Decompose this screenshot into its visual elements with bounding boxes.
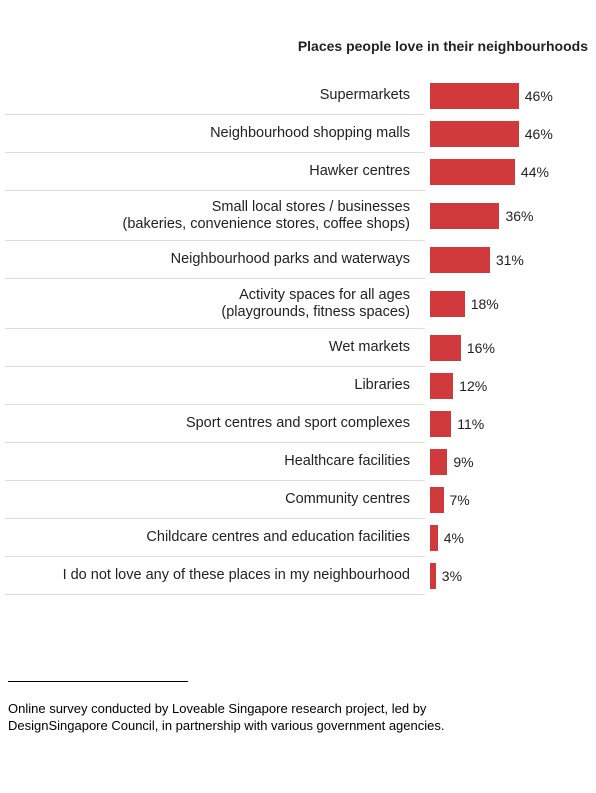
bar [430,247,490,273]
bar [430,487,444,513]
bar [430,203,500,229]
bar-row: Activity spaces for all ages (playground… [5,279,590,329]
bar-cell: 18% [425,279,590,329]
bar-rows: Supermarkets 46% Neighbourhood shopping ma… [5,77,590,595]
bar [430,411,452,437]
bar-row: Healthcare facilities 9% [5,443,590,481]
value-label: 12% [459,378,488,394]
bar-cell: 44% [425,153,590,191]
value-label: 9% [453,454,474,470]
category-label: Activity spaces for all ages (playground… [5,279,425,329]
category-label: Neighbourhood shopping malls [5,115,425,153]
category-label: Childcare centres and education faciliti… [5,519,425,557]
value-label: 31% [495,252,524,268]
category-label: Community centres [5,481,425,519]
bar-cell: 4% [425,519,590,557]
category-label: Small local stores / businesses (bakerie… [5,191,425,241]
bar-cell: 46% [425,115,590,153]
bar-row: I do not love any of these places in my … [5,557,590,595]
value-label: 46% [524,88,553,104]
bar-cell: 3% [425,557,590,595]
category-label: Neighbourhood parks and waterways [5,241,425,279]
bar [430,449,448,475]
bar-row: Supermarkets 46% [5,77,590,115]
value-label: 4% [443,530,464,546]
value-label: 44% [520,164,549,180]
bar-cell: 7% [425,481,590,519]
bar-row: Small local stores / businesses (bakerie… [5,191,590,241]
bar-row: Neighbourhood shopping malls 46% [5,115,590,153]
category-label: Healthcare facilities [5,443,425,481]
bar-cell: 46% [425,77,590,115]
bar [430,335,461,361]
bar [430,373,454,399]
value-label: 46% [524,126,553,142]
value-label: 3% [441,568,463,584]
bar-row: Community centres 7% [5,481,590,519]
footnote: Online survey conducted by Loveable Sing… [8,701,445,733]
bar-row: Wet markets 16% [5,329,590,367]
bar [430,83,519,109]
bar-row: Childcare centres and education faciliti… [5,519,590,557]
category-label: Sport centres and sport complexes [5,405,425,443]
bar-cell: 36% [425,191,590,241]
bar-row: Neighbourhood parks and waterways 31% [5,241,590,279]
bar [430,563,436,589]
bar [430,291,465,317]
category-label: I do not love any of these places in my … [5,557,425,595]
category-label: Supermarkets [5,77,425,115]
chart-title: Places people love in their neighbourhoo… [297,38,588,54]
bar-cell: 9% [425,443,590,481]
bar-cell: 31% [425,241,590,279]
bar-cell: 16% [425,329,590,367]
bar [430,121,519,147]
value-label: 18% [470,296,499,312]
bar-row: Hawker centres 44% [5,153,590,191]
bar [430,525,438,551]
bar-row: Sport centres and sport complexes 11% [5,405,590,443]
value-label: 11% [457,416,485,432]
category-label: Wet markets [5,329,425,367]
bar-row: Libraries 12% [5,367,590,405]
category-label: Libraries [5,367,425,405]
footnote-rule [8,681,188,682]
bar-cell: 12% [425,367,590,405]
value-label: 36% [505,208,534,224]
value-label: 7% [449,492,470,508]
bar-cell: 11% [425,405,590,443]
category-label: Hawker centres [5,153,425,191]
bar [430,159,515,185]
value-label: 16% [466,340,495,356]
